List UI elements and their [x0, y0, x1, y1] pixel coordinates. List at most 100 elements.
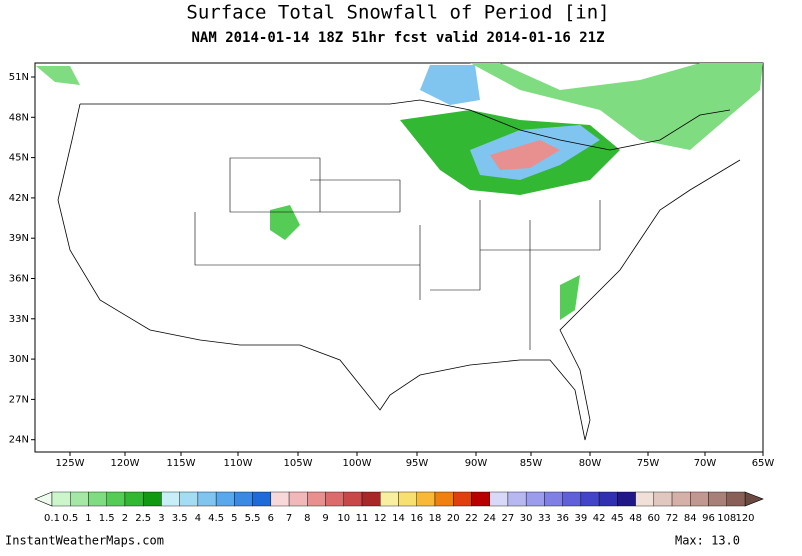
colorbar-swatch — [580, 491, 600, 507]
colorbar-swatch — [562, 491, 582, 507]
colorbar-label: 10 — [337, 513, 350, 524]
map-area — [34, 62, 764, 453]
colorbar-swatch — [471, 491, 490, 507]
colorbar-label: 12 — [374, 513, 387, 524]
lat-label: 30N — [9, 354, 29, 365]
colorbar-swatch — [690, 491, 709, 507]
snow-area — [490, 140, 560, 170]
lat-label: 48N — [9, 112, 29, 123]
colorbar-label: 9 — [322, 513, 328, 524]
colorbar-label: 7 — [286, 513, 292, 524]
colorbar-swatch — [142, 491, 162, 507]
lon-label: 70W — [694, 458, 717, 469]
colorbar-swatch — [380, 491, 399, 507]
colorbar-label: 0.5 — [62, 513, 78, 524]
lon-label: 65W — [752, 458, 775, 469]
lon-label: 100W — [343, 458, 372, 469]
colorbar-swatch — [106, 491, 126, 507]
colorbar-swatch — [124, 491, 144, 507]
colorbar-label: 3 — [158, 513, 164, 524]
colorbar-label: 33 — [538, 513, 551, 524]
colorbar-label: 72 — [666, 513, 679, 524]
map-title: Surface Total Snowfall of Period [in] — [186, 2, 609, 24]
colorbar-swatch — [598, 491, 618, 507]
colorbar-swatch — [434, 491, 454, 507]
snow-area — [36, 66, 80, 85]
colorbar-label: 27 — [502, 513, 515, 524]
colorbar-swatch — [525, 491, 545, 507]
lat-label: 51N — [9, 72, 29, 83]
colorbar-label: 22 — [465, 513, 478, 524]
colorbar-swatch — [307, 491, 326, 507]
colorbar-label: 20 — [447, 513, 460, 524]
colorbar-label: 18 — [429, 513, 442, 524]
colorbar-swatch — [453, 491, 472, 507]
state-lines — [194, 157, 601, 350]
lat-label: 42N — [9, 193, 29, 204]
snow-area — [270, 205, 300, 240]
colorbar-label: 8 — [304, 513, 310, 524]
colorbar-swatch — [653, 491, 673, 507]
colorbar-label: 1.5 — [99, 513, 115, 524]
colorbar-swatch — [179, 491, 199, 507]
colorbar-swatch — [234, 491, 253, 507]
lon-label: 105W — [284, 458, 313, 469]
colorbar-arrow-left — [34, 491, 53, 507]
lon-label: 90W — [465, 458, 488, 469]
colorbar-label: 84 — [684, 513, 697, 524]
colorbar-swatch — [325, 491, 344, 507]
snow-area — [560, 275, 580, 320]
colorbar-label: 14 — [392, 513, 405, 524]
colorbar-label: 42 — [593, 513, 606, 524]
colorbar-label: 6 — [268, 513, 274, 524]
colorbar-swatch — [361, 491, 381, 507]
colorbar-swatch — [507, 491, 527, 507]
colorbar-label: 60 — [647, 513, 660, 524]
us-outline — [57, 99, 741, 441]
snow-area — [420, 65, 480, 105]
lon-label: 75W — [637, 458, 660, 469]
map-subtitle: NAM 2014-01-14 18Z 51hr fcst valid 2014-… — [191, 30, 604, 46]
lat-label: 45N — [9, 153, 29, 164]
colorbar-label: 120 — [735, 513, 754, 524]
lat-label: 36N — [9, 274, 29, 285]
colorbar-swatch — [197, 491, 217, 507]
lon-label: 95W — [406, 458, 429, 469]
colorbar-arrow-right — [744, 491, 764, 507]
lon-label: 125W — [56, 458, 85, 469]
site-credit: InstantWeatherMaps.com — [5, 534, 164, 548]
colorbar-swatch — [88, 491, 107, 507]
colorbar-label: 4.5 — [208, 513, 224, 524]
colorbar-swatch — [544, 491, 563, 507]
colorbar-label: 108 — [717, 513, 736, 524]
colorbar-swatch — [288, 491, 308, 507]
lat-label: 33N — [9, 314, 29, 325]
colorbar-swatch — [489, 491, 509, 507]
colorbar-label: 96 — [702, 513, 715, 524]
colorbar-swatch — [671, 491, 691, 507]
colorbar-swatch — [252, 491, 272, 507]
lon-label: 80W — [579, 458, 602, 469]
lat-label: 27N — [9, 394, 29, 405]
colorbar-label: 4 — [195, 513, 201, 524]
colorbar-swatch — [270, 491, 290, 507]
colorbar-swatch — [617, 491, 636, 507]
colorbar-swatch — [343, 491, 363, 507]
colorbar-label: 2.5 — [135, 513, 151, 524]
colorbar-swatch — [398, 491, 417, 507]
colorbar-swatch — [708, 491, 727, 507]
colorbar-swatch — [635, 491, 655, 507]
colorbar-swatch — [215, 491, 235, 507]
lat-label: 39N — [9, 233, 29, 244]
colorbar-label: 11 — [356, 513, 369, 524]
colorbar-label: 3.5 — [172, 513, 188, 524]
lon-label: 110W — [224, 458, 253, 469]
colorbar-label: 0.1 — [44, 513, 60, 524]
colorbar-label: 48 — [629, 513, 642, 524]
lon-label: 85W — [520, 458, 543, 469]
colorbar-swatch — [726, 491, 746, 507]
colorbar-swatch — [70, 491, 89, 507]
colorbar-label: 24 — [483, 513, 496, 524]
colorbar-label: 16 — [410, 513, 423, 524]
colorbar-swatch — [416, 491, 436, 507]
